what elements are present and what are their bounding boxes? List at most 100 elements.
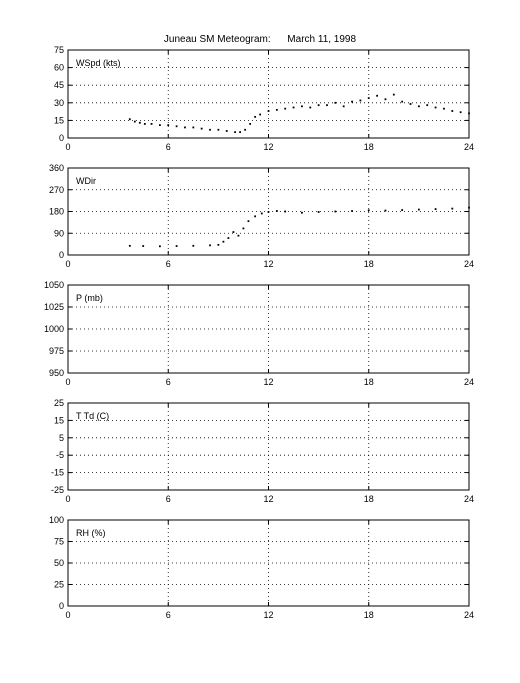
y-tick-label: 75 xyxy=(54,45,64,55)
data-point xyxy=(244,128,247,131)
x-tick-label: 0 xyxy=(65,259,70,269)
x-tick-label: 18 xyxy=(364,610,374,620)
data-point xyxy=(167,124,170,126)
y-tick-label: 975 xyxy=(49,346,64,356)
data-point xyxy=(175,245,178,247)
x-tick-label: 6 xyxy=(166,610,171,620)
x-tick-label: 18 xyxy=(364,259,374,269)
data-point xyxy=(417,208,420,211)
y-tick-label: 90 xyxy=(54,228,64,238)
data-point xyxy=(267,211,270,213)
data-point xyxy=(384,98,387,101)
data-point xyxy=(309,106,312,109)
data-point xyxy=(451,110,454,112)
data-point xyxy=(317,104,320,107)
x-tick-label: 24 xyxy=(464,142,474,152)
data-point xyxy=(459,111,462,114)
data-point xyxy=(158,124,161,126)
data-point xyxy=(143,123,146,125)
data-point xyxy=(192,126,195,129)
data-point xyxy=(426,104,429,107)
data-point xyxy=(275,210,278,212)
x-tick-label: 18 xyxy=(364,494,374,504)
x-tick-label: 6 xyxy=(166,377,171,387)
data-point xyxy=(275,108,278,111)
data-point xyxy=(326,104,328,107)
data-point xyxy=(142,245,145,247)
data-point xyxy=(128,118,131,121)
y-tick-label: 75 xyxy=(54,537,64,547)
data-point xyxy=(138,121,141,124)
data-point xyxy=(401,100,404,103)
y-tick-label: 180 xyxy=(49,207,64,217)
x-tick-label: 24 xyxy=(464,610,474,620)
x-tick-label: 0 xyxy=(65,142,70,152)
panel-label: T Td (C) xyxy=(76,411,109,421)
panel-label: P (mb) xyxy=(76,293,103,303)
data-point xyxy=(225,130,228,132)
y-tick-label: 15 xyxy=(54,115,64,125)
data-point xyxy=(209,128,211,131)
data-point xyxy=(451,207,454,210)
data-point xyxy=(401,209,404,211)
y-tick-label: 360 xyxy=(49,163,64,173)
data-point xyxy=(468,112,470,115)
data-point xyxy=(259,113,262,116)
data-point xyxy=(209,244,211,247)
data-point xyxy=(217,128,220,131)
data-point xyxy=(260,212,263,215)
data-point xyxy=(334,101,337,104)
data-point xyxy=(234,131,236,134)
y-tick-label: 0 xyxy=(59,250,64,260)
x-tick-label: 12 xyxy=(263,142,273,152)
x-tick-label: 12 xyxy=(263,610,273,620)
y-tick-label: 950 xyxy=(49,368,64,378)
data-point xyxy=(267,110,270,112)
data-point xyxy=(133,120,136,123)
data-point xyxy=(409,103,412,105)
data-point xyxy=(351,210,353,212)
data-point xyxy=(434,208,437,210)
data-point xyxy=(376,94,379,97)
data-point xyxy=(217,243,220,246)
panel-label: RH (%) xyxy=(76,528,106,538)
x-tick-label: 6 xyxy=(166,494,171,504)
x-tick-label: 12 xyxy=(263,494,273,504)
x-tick-label: 24 xyxy=(464,377,474,387)
y-tick-label: 270 xyxy=(49,185,64,195)
data-point xyxy=(367,209,370,212)
x-tick-label: 0 xyxy=(65,494,70,504)
x-tick-label: 18 xyxy=(364,377,374,387)
plot-frame xyxy=(67,402,470,491)
data-point xyxy=(184,126,186,129)
y-tick-label: 100 xyxy=(49,515,64,525)
data-point xyxy=(239,131,241,134)
data-point xyxy=(468,206,470,209)
data-point xyxy=(150,123,153,125)
y-tick-label: 15 xyxy=(54,415,64,425)
data-point xyxy=(417,105,420,108)
panel-label: WDir xyxy=(76,176,96,186)
x-tick-label: 12 xyxy=(263,377,273,387)
data-point xyxy=(292,106,295,109)
y-tick-label: 60 xyxy=(54,63,64,73)
data-point xyxy=(317,211,320,213)
data-point xyxy=(443,107,445,110)
y-tick-label: 30 xyxy=(54,98,64,108)
data-point xyxy=(384,209,387,212)
data-point xyxy=(301,105,303,108)
data-point xyxy=(192,244,195,247)
y-tick-label: 1050 xyxy=(44,280,64,290)
data-point xyxy=(227,237,230,239)
y-tick-label: 1025 xyxy=(44,302,64,312)
y-tick-label: 5 xyxy=(59,433,64,443)
y-tick-label: 45 xyxy=(54,80,64,90)
y-tick-label: 50 xyxy=(54,558,64,568)
data-point xyxy=(175,125,178,128)
data-point xyxy=(284,107,287,110)
x-tick-label: 6 xyxy=(166,142,171,152)
data-point xyxy=(284,210,287,213)
y-tick-label: -5 xyxy=(56,450,64,460)
y-tick-label: -25 xyxy=(51,485,64,495)
